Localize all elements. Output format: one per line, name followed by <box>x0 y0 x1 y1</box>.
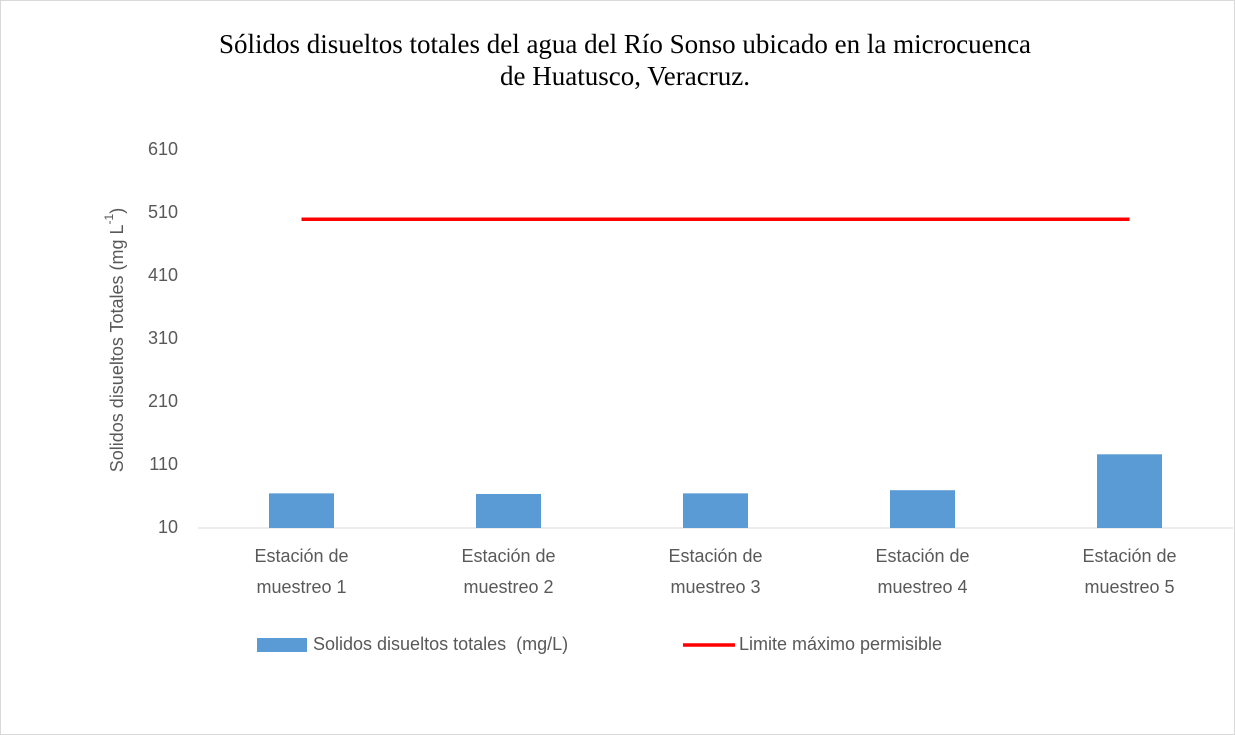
legend-swatch <box>257 638 307 652</box>
chart-title: de Huatusco, Veracruz. <box>500 61 750 91</box>
y-axis-label: Solidos disueltos Totales (mg L-1) <box>102 208 127 472</box>
x-tick-label: Estación de muestreo 1 <box>254 546 348 597</box>
x-tick-label: Estación de muestreo 5 <box>1082 546 1176 597</box>
legend-label: Limite máximo permisible <box>739 634 942 654</box>
x-tick-label: Estación de muestreo 3 <box>668 546 762 597</box>
legend-label: Solidos disueltos totales (mg/L) <box>313 634 568 654</box>
y-axis-label-text: Solidos disueltos Totales (mg L <box>107 224 127 472</box>
x-tick-label: Estación de muestreo 2 <box>461 546 555 597</box>
y-tick-label: 10 <box>158 517 178 537</box>
y-axis-label-sup: -1 <box>102 213 116 224</box>
bar <box>476 493 541 528</box>
y-axis-label-end: ) <box>107 208 127 214</box>
y-tick-label: 110 <box>149 454 178 474</box>
bar <box>890 490 955 528</box>
y-tick-label: 310 <box>148 328 178 348</box>
chart-title: Sólidos disueltos totales del agua del R… <box>219 29 1031 59</box>
bar <box>1097 454 1162 528</box>
x-tick-label: Estación de muestreo 4 <box>875 546 969 597</box>
y-tick-label: 410 <box>148 265 178 285</box>
bar <box>683 493 748 528</box>
y-tick-label: 210 <box>148 391 178 411</box>
y-tick-label: 610 <box>148 139 178 159</box>
y-tick-label: 510 <box>148 202 178 222</box>
bar <box>269 493 334 528</box>
